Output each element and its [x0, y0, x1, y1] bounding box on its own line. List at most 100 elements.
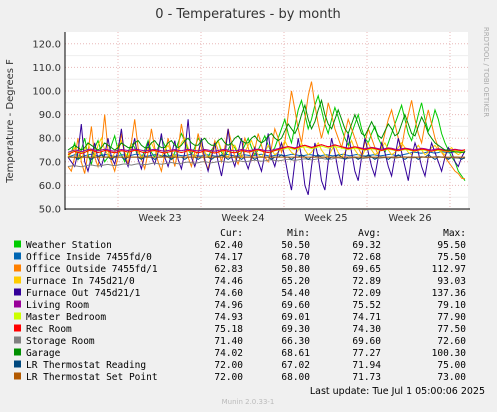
legend-series-name: Weather Station — [26, 240, 112, 251]
legend-value-avg: 69.60 — [352, 336, 381, 347]
y-tick-label: 50.0 — [39, 205, 61, 216]
legend-value-avg: 69.65 — [352, 264, 381, 275]
legend-series-name: Furnace Out 745d21/1 — [26, 288, 141, 299]
legend-value-cur: 72.00 — [214, 372, 243, 383]
rrdtool-credit: RRDTOOL / TOBI OETIKER — [482, 27, 490, 117]
x-tick-labels: Week 23 Week 24 Week 25 Week 26 — [138, 213, 431, 224]
legend-swatch — [14, 324, 21, 332]
legend-value-max: 112.97 — [432, 264, 466, 275]
legend-value-avg: 75.52 — [352, 300, 381, 311]
series-line — [67, 93, 466, 181]
legend-value-max: 100.30 — [432, 348, 467, 359]
legend-value-min: 69.60 — [281, 300, 310, 311]
series-line — [67, 119, 466, 195]
series-line — [67, 144, 466, 156]
legend-value-max: 77.50 — [437, 324, 466, 335]
legend-series-name: Office Inside 7455fd/0 — [26, 252, 152, 263]
legend-value-max: 95.50 — [437, 240, 466, 251]
legend-series-name: LR Thermostat Set Point — [26, 372, 158, 383]
legend-value-min: 67.02 — [281, 360, 310, 371]
legend-value-max: 79.10 — [437, 300, 466, 311]
legend-value-min: 68.70 — [281, 252, 310, 263]
legend-value-cur: 74.60 — [214, 288, 243, 299]
plot-area — [65, 32, 468, 209]
legend-value-min: 65.20 — [281, 276, 310, 287]
legend-value-max: 73.00 — [437, 372, 466, 383]
last-update: Last update: Tue Jul 1 05:00:06 2025 — [310, 386, 485, 397]
legend-series-name: Rec Room — [26, 324, 72, 335]
legend-value-avg: 74.71 — [352, 312, 381, 323]
legend-value-cur: 72.00 — [214, 360, 243, 371]
legend-value-min: 54.40 — [281, 288, 310, 299]
legend-value-cur: 74.93 — [214, 312, 243, 323]
x-tick-label: Week 24 — [221, 213, 264, 224]
legend-swatch — [14, 240, 21, 248]
legend-series-name: LR Thermostat Reading — [26, 360, 146, 371]
legend-value-min: 68.61 — [281, 348, 310, 359]
series-line — [67, 155, 465, 168]
series-line — [67, 144, 466, 153]
y-tick-label: 110.0 — [32, 63, 61, 74]
legend-value-cur: 74.17 — [214, 252, 243, 263]
legend-series-name: Office Outside 7455fd/1 — [26, 264, 158, 275]
y-tick-label: 90.0 — [39, 110, 61, 121]
legend-swatch — [14, 300, 21, 308]
legend-value-max: 75.00 — [437, 360, 466, 371]
legend-header-max: Max: — [443, 228, 466, 239]
y-tick-label: 120.0 — [32, 39, 61, 50]
legend-value-avg: 74.30 — [352, 324, 381, 335]
legend-header-avg: Avg: — [358, 228, 381, 239]
legend-value-avg: 71.73 — [352, 372, 381, 383]
legend-value-cur: 71.40 — [214, 336, 243, 347]
legend-value-max: 72.60 — [437, 336, 466, 347]
legend-value-max: 137.36 — [432, 288, 467, 299]
legend-swatch — [14, 336, 21, 344]
legend-swatch — [14, 312, 21, 320]
legend-value-min: 69.30 — [281, 324, 310, 335]
legend-series-name: Garage — [26, 348, 61, 359]
legend-value-cur: 74.02 — [214, 348, 243, 359]
legend-value-min: 68.00 — [281, 372, 310, 383]
y-axis-label: Temperature - Degrees F — [5, 59, 16, 184]
legend-swatch — [14, 372, 21, 380]
munin-version: Munin 2.0.33-1 — [222, 398, 275, 406]
legend-value-max: 75.50 — [437, 252, 466, 263]
x-tick-label: Week 26 — [388, 213, 431, 224]
legend-series-name: Master Bedroom — [26, 312, 106, 323]
legend-value-min: 69.01 — [281, 312, 310, 323]
y-tick-label: 60.0 — [39, 181, 61, 192]
legend-value-cur: 62.40 — [214, 240, 243, 251]
legend-header-min: Min: — [287, 228, 310, 239]
legend-series-name: Furnace In 745d21/0 — [26, 276, 135, 287]
legend-value-avg: 69.32 — [352, 240, 381, 251]
legend-value-min: 50.50 — [281, 240, 310, 251]
legend-header-cur: Cur: — [220, 228, 243, 239]
x-tick-label: Week 25 — [304, 213, 347, 224]
legend-value-max: 93.03 — [437, 276, 466, 287]
legend-swatch — [14, 360, 21, 368]
legend-value-cur: 75.18 — [214, 324, 243, 335]
legend-swatch — [14, 288, 21, 296]
legend: Cur: Min: Avg: Max: Weather Station 62.40 50.5… — [14, 228, 466, 383]
legend-swatch — [14, 276, 21, 284]
chart-title: 0 - Temperatures - by month — [155, 7, 341, 22]
legend-swatch — [14, 348, 21, 356]
legend-swatch — [14, 264, 21, 272]
legend-value-max: 77.90 — [437, 312, 466, 323]
legend-value-min: 66.30 — [281, 336, 310, 347]
legend-value-avg: 72.68 — [352, 252, 381, 263]
legend-value-avg: 71.94 — [352, 360, 381, 371]
legend-value-min: 50.80 — [281, 264, 310, 275]
y-tick-label: 100.0 — [32, 87, 61, 98]
legend-value-cur: 74.46 — [214, 276, 243, 287]
legend-value-avg: 72.09 — [352, 288, 381, 299]
legend-swatch — [14, 252, 21, 260]
legend-series-name: Living Room — [26, 300, 89, 311]
y-tick-label: 70.0 — [39, 157, 61, 168]
legend-series-name: Storage Room — [26, 336, 95, 347]
y-tick-labels: 50.0 60.0 70.0 80.0 90.0 100.0 110.0 120.0 — [32, 39, 61, 215]
legend-value-avg: 77.27 — [352, 348, 381, 359]
legend-value-cur: 62.83 — [214, 264, 243, 275]
